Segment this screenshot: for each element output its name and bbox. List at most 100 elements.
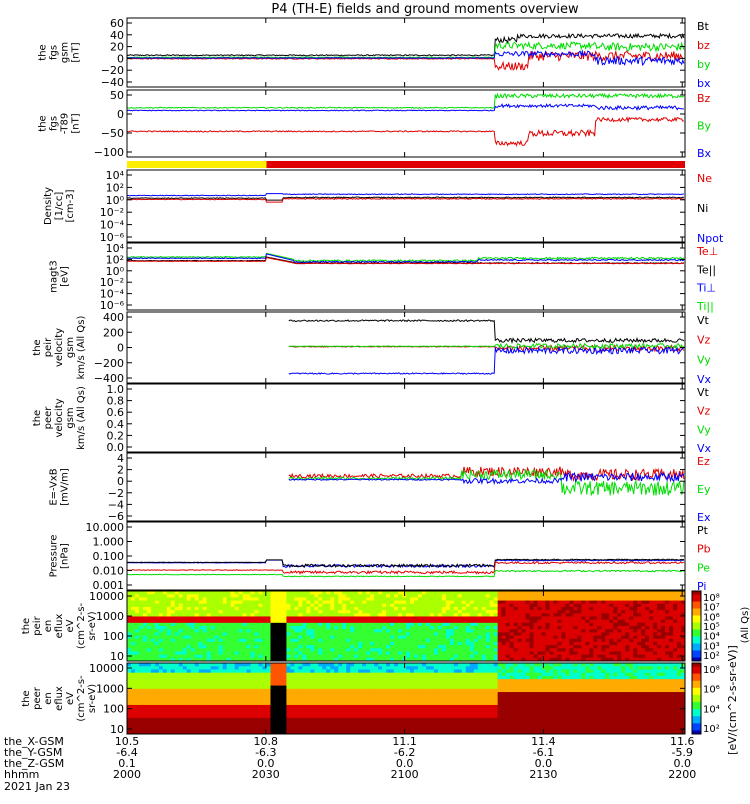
- spectrogram-cell: [234, 632, 240, 637]
- spectrogram-cell: [198, 698, 204, 703]
- spectrogram-cell: [330, 724, 335, 729]
- spectrogram-cell: [146, 727, 152, 732]
- spectrogram-cell: [378, 616, 383, 621]
- spectrogram-cell: [138, 698, 144, 703]
- spectrogram-cell: [206, 679, 212, 683]
- spectrogram-cell: [649, 606, 654, 611]
- spectrogram-cell: [286, 645, 291, 649]
- spectrogram-cell: [246, 648, 252, 652]
- spectrogram-cell: [358, 629, 363, 633]
- spectrogram-cell: [270, 641, 275, 646]
- spectrogram-cell: [573, 591, 578, 595]
- spectrogram-cell: [142, 594, 148, 598]
- spectrogram-cell: [218, 619, 224, 624]
- spectrogram-cell: [262, 730, 267, 735]
- spectrogram-cell: [569, 613, 574, 617]
- spectrogram-cell: [170, 638, 176, 643]
- spectrogram-cell: [350, 688, 355, 693]
- spectrogram-cell: [162, 701, 168, 706]
- spectrogram-cell: [127, 626, 132, 630]
- spectrogram-cell: [461, 695, 467, 699]
- spectrogram-cell: [665, 635, 670, 640]
- spectrogram-cell: [346, 651, 351, 656]
- spectrogram-cell: [390, 616, 395, 621]
- spectrogram-cell: [158, 717, 164, 722]
- spectrogram-cell: [230, 638, 236, 643]
- spectrogram-cell: [322, 724, 327, 729]
- spectrogram-cell: [158, 685, 164, 690]
- spectrogram-cell: [322, 666, 327, 670]
- spectrogram-cell: [242, 724, 248, 729]
- spectrogram-cell: [230, 626, 236, 630]
- spectrogram-cell: [206, 657, 212, 662]
- spectrogram-cell: [130, 632, 136, 637]
- spectrogram-cell: [370, 669, 375, 674]
- spectrogram-cell: [601, 657, 606, 662]
- spectrogram-cell: [362, 727, 367, 732]
- spectrogram-cell: [505, 626, 511, 630]
- spectrogram-cell: [250, 603, 256, 608]
- spectrogram-cell: [529, 594, 535, 598]
- spectrogram-cell: [330, 651, 335, 656]
- spectrogram-cell: [557, 626, 562, 630]
- spectrogram-cell: [158, 669, 164, 674]
- spectrogram-cell: [565, 648, 570, 652]
- spectrogram-cell: [429, 638, 435, 643]
- spectrogram-cell: [370, 688, 375, 693]
- spectrogram-cell: [378, 622, 383, 627]
- spectrogram-cell: [250, 610, 256, 614]
- spectrogram-cell: [290, 629, 295, 633]
- spectrogram-cell: [206, 603, 212, 608]
- spectrogram-cell: [298, 657, 303, 662]
- spectrogram-cell: [318, 626, 323, 630]
- spectrogram-cell: [413, 666, 419, 670]
- spectrogram-cell: [354, 635, 359, 640]
- spectrogram-cell: [226, 600, 232, 605]
- spectrogram-cell: [198, 727, 204, 732]
- spectrogram-cell: [198, 626, 204, 630]
- spectrogram-cell: [445, 629, 451, 633]
- spectrogram-cell: [449, 606, 455, 611]
- spectrogram-cell: [501, 641, 507, 646]
- spectrogram-cell: [465, 695, 471, 699]
- spectrogram-cell: [314, 711, 319, 716]
- spectrogram-cell: [421, 711, 427, 716]
- spectrogram-cell: [330, 638, 335, 643]
- spectrogram-cell: [334, 613, 339, 617]
- spectrogram-cell: [677, 651, 682, 656]
- spectrogram-cell: [150, 613, 156, 617]
- spectrogram-cell: [190, 610, 196, 614]
- spectrogram-cell: [429, 695, 435, 699]
- spectrogram-cell: [150, 597, 156, 602]
- spectrogram-cell: [246, 645, 252, 649]
- spectrogram-cell: [278, 682, 283, 687]
- spectrogram-cell: [190, 682, 196, 687]
- spectrogram-cell: [258, 648, 264, 652]
- spectrogram-cell: [665, 622, 670, 627]
- spectrogram-cell: [350, 654, 355, 659]
- spectrogram-cell: [166, 695, 172, 699]
- spectrogram-cell: [158, 645, 164, 649]
- spectrogram-cell: [509, 645, 515, 649]
- spectrogram-cell: [266, 635, 271, 640]
- spectrogram-cell: [358, 597, 363, 602]
- spectrogram-cell: [174, 679, 180, 683]
- spectrogram-cell: [433, 641, 439, 646]
- spectrogram-cell: [250, 591, 256, 595]
- spectrogram-cell: [681, 606, 686, 611]
- spectrogram-cell: [182, 654, 188, 659]
- spectrogram-cell: [346, 704, 351, 709]
- spectrogram-cell: [386, 622, 391, 627]
- spectrogram-cell: [242, 654, 248, 659]
- spectrogram-cell: [649, 648, 654, 652]
- spectrogram-cell: [362, 645, 367, 649]
- spectrogram-cell: [497, 632, 503, 637]
- spectrogram-cell: [318, 717, 323, 722]
- spectrogram-cell: [346, 717, 351, 722]
- spectrogram-cell: [473, 651, 479, 656]
- spectrogram-cell: [342, 594, 347, 598]
- spectrogram-cell: [150, 626, 156, 630]
- spectrogram-cell: [358, 708, 363, 712]
- spectrogram-cell: [278, 663, 283, 667]
- spectrogram-cell: [374, 594, 379, 598]
